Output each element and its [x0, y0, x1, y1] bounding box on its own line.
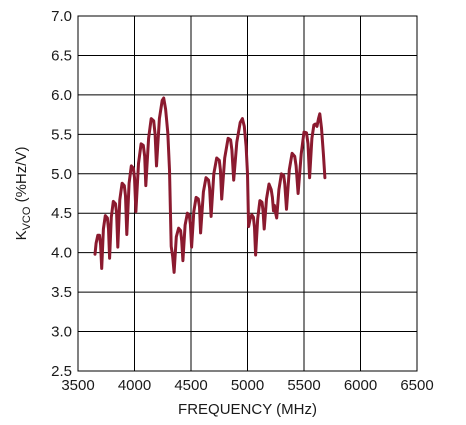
- y-tick-label: 5.5: [51, 126, 72, 143]
- y-tick-label: 6.0: [51, 87, 72, 104]
- y-tick-label: 5.0: [51, 166, 72, 183]
- y-tick-labels: 2.5 3.0 3.5 4.0 4.5 5.0 5.5 6.0 6.5 7.0: [51, 8, 72, 380]
- y-axis-label-main: K: [13, 230, 30, 240]
- y-tick-label: 6.5: [51, 47, 72, 64]
- x-tick-label: 3500: [61, 377, 94, 394]
- y-tick-label: 4.5: [51, 205, 72, 222]
- y-tick-label: 3.5: [51, 284, 72, 301]
- y-tick-label: 3.0: [51, 324, 72, 341]
- x-tick-label: 6000: [344, 377, 377, 394]
- x-tick-label: 4500: [174, 377, 207, 394]
- kvco-series-line: [93, 96, 327, 274]
- y-axis-label: KVCO (%Hz/V): [13, 147, 33, 241]
- plot-frame: [77, 15, 418, 372]
- x-tick-labels: 3500 4000 4500 5000 5500 6000 6500: [61, 377, 433, 394]
- x-tick-label: 4000: [118, 377, 151, 394]
- x-tick-label: 5000: [231, 377, 264, 394]
- x-tick-label: 6500: [400, 377, 433, 394]
- series-layer: [93, 96, 327, 274]
- x-tick-label: 5500: [287, 377, 320, 394]
- y-tick-label: 7.0: [51, 8, 72, 25]
- x-axis-label: FREQUENCY (MHz): [178, 401, 317, 418]
- y-tick-label: 2.5: [51, 363, 72, 380]
- y-axis-label-rest: (%Hz/V): [13, 147, 30, 207]
- y-tick-label: 4.0: [51, 245, 72, 262]
- y-axis-label-subscript: VCO: [21, 206, 33, 230]
